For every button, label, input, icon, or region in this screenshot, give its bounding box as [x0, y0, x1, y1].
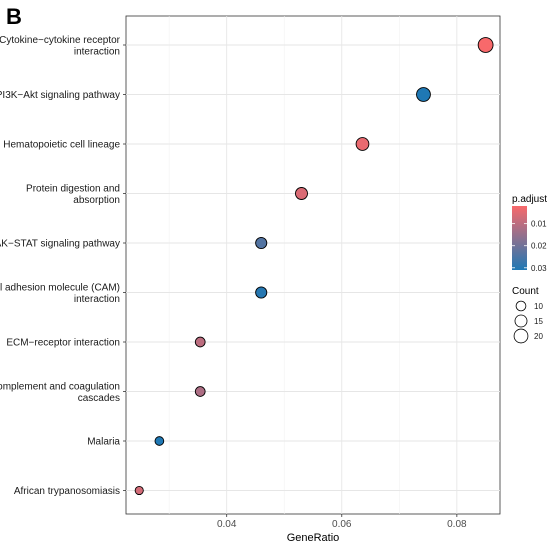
y-tick-label: Malaria — [87, 437, 120, 448]
y-tick-label: Complement and coagulation cascades — [0, 381, 120, 404]
count-legend-label: 15 — [534, 317, 543, 326]
data-points — [134, 37, 494, 496]
data-point — [194, 386, 206, 397]
x-axis-title: GeneRatio — [287, 532, 340, 544]
p-adjust-legend: p.adjust 0.01 0.02 0.03 — [512, 194, 547, 273]
x-tick-label: 0.06 — [332, 519, 352, 530]
data-point — [194, 336, 206, 348]
colorbar-tick-label: 0.03 — [531, 264, 547, 273]
y-tick-label: PI3K−Akt signaling pathway — [0, 90, 120, 101]
panel-label: B — [6, 4, 22, 29]
data-point — [295, 187, 308, 200]
data-point — [477, 37, 494, 53]
data-point — [355, 137, 370, 151]
data-point — [416, 87, 431, 102]
y-tick-label: Cell adhesion molecule (CAM)interaction — [0, 282, 120, 305]
y-tick-label: African trypanosomiasis — [14, 486, 120, 497]
y-tick-label: ECM−receptor interaction — [6, 338, 120, 349]
count-legend-key — [514, 314, 528, 328]
grid-lines — [126, 16, 500, 514]
count-legend-items: 10 15 20 — [513, 300, 543, 344]
p-adjust-colorbar — [512, 206, 527, 270]
plot-panel — [125, 15, 501, 515]
count-legend-title: Count — [512, 286, 539, 297]
y-tick-label: JAK−STAT signaling pathway — [0, 239, 120, 250]
data-point — [154, 436, 165, 446]
count-legend-key — [513, 328, 529, 344]
x-tick-label: 0.08 — [447, 519, 467, 530]
colorbar-tick-label: 0.01 — [531, 220, 547, 229]
p-adjust-legend-title: p.adjust — [512, 194, 547, 205]
colorbar-ticks: 0.01 0.02 0.03 — [512, 220, 547, 273]
x-tick-label: 0.04 — [217, 519, 237, 530]
count-legend: Count 10 15 20 — [512, 286, 543, 344]
y-tick-label: Cytokine−cytokine receptor interaction — [0, 35, 121, 58]
data-point — [134, 485, 144, 496]
count-legend-label: 10 — [534, 302, 543, 311]
count-legend-key — [515, 300, 527, 312]
data-point — [255, 286, 268, 299]
y-tick-label: Hematopoietic cell lineage — [3, 140, 120, 151]
y-axis-tick-labels: Cytokine−cytokine receptor interaction PI3… — [0, 35, 126, 497]
count-legend-label: 20 — [534, 332, 543, 341]
x-axis-tick-labels: 0.04 0.06 0.08 — [217, 514, 467, 530]
colorbar-tick-label: 0.02 — [531, 242, 547, 251]
data-point — [255, 236, 268, 250]
y-tick-label: Protein digestion and absorption — [26, 183, 120, 206]
